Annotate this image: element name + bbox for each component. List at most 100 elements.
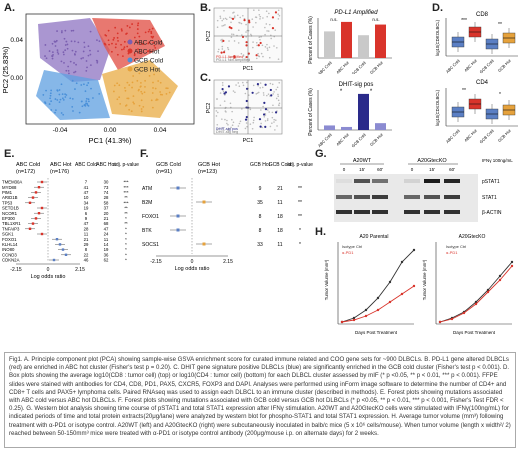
g-timepoint: 15' — [429, 167, 435, 172]
gcb-cold-point — [85, 100, 88, 103]
abc-cold-point — [57, 52, 60, 55]
gcb-hot-point — [133, 102, 135, 105]
g-band-actin-lane — [424, 210, 440, 214]
legend-abc-cold: ABC Cold — [134, 40, 163, 47]
legend-abc-hot-swatch — [127, 48, 133, 54]
c-title: DHIT-sig pos — [339, 82, 374, 88]
gcb-cold-point — [60, 83, 63, 86]
c-highlight-point-bg — [277, 95, 280, 98]
gcb-cold-point — [85, 97, 88, 100]
b-legend-notamp: PD-L1 Not Amplified — [216, 58, 250, 62]
b-highlight-point-bg — [254, 16, 257, 18]
b-highlight-point-bg — [222, 18, 225, 20]
e-cold-count: 34 — [84, 200, 89, 205]
e-gene-label: CCND3 — [2, 252, 17, 257]
h-curves — [340, 248, 514, 324]
gcb-hot-point — [118, 84, 121, 87]
f-gene-label: SOCS1 — [142, 242, 159, 248]
gcb-hot-point — [119, 102, 122, 105]
b-highlight-point-bg — [253, 9, 255, 11]
pca-ylabel: PC2 (25.83%) — [1, 46, 10, 94]
abc-hot-point — [140, 52, 143, 55]
g-ifn-label: IFNγ 100ng/mL — [482, 158, 513, 163]
b-pc2: PC2 — [206, 31, 212, 42]
c-highlight-point-bg — [229, 102, 232, 105]
c-highlight-point-bg — [262, 92, 265, 94]
gcb-hot-point — [140, 108, 143, 110]
b-highlight-point-bg — [259, 18, 261, 20]
gcb-cold-point — [84, 90, 87, 93]
legend-abc-hot: ABC Hot — [134, 49, 159, 56]
gcb-hot-point — [159, 93, 162, 96]
gcb-cold-point — [81, 100, 83, 103]
b-bar-1 — [324, 31, 335, 58]
d-bottom-boxes — [451, 94, 516, 124]
abc-cold-point — [89, 30, 92, 33]
b-highlight-point — [233, 56, 236, 59]
e-cold-count: 28 — [84, 226, 89, 231]
c-highlight-point — [264, 83, 267, 86]
gcb-cold-point — [61, 93, 64, 96]
b-highlight-point-bg — [264, 46, 267, 48]
d-top-sig-1: *** — [461, 18, 467, 24]
gcb-cold-point — [86, 84, 88, 87]
b-highlight-point-bg — [227, 46, 229, 49]
c-highlight-point-bg — [259, 82, 262, 84]
e-gene-label: TP53 — [2, 200, 13, 205]
d-top-label: GCB Hot — [497, 58, 512, 73]
g-band-actin: β-ACTIN — [482, 210, 502, 216]
c-highlight-point — [245, 87, 249, 90]
d-bottom-ylabel: log10(CD4:DLBCL) — [435, 89, 440, 126]
h-left-isotype-line-point — [388, 280, 392, 284]
f-hot-count: 33 — [257, 242, 263, 248]
g-group-2: A20GtecKO — [417, 158, 447, 164]
b-bar-label: ABC Hot — [335, 60, 350, 74]
gcb-hot-point — [126, 97, 129, 100]
b-highlight-point-bg — [239, 16, 242, 19]
e-pval: * — [125, 252, 127, 257]
e-gene-label: ARID1B — [2, 195, 18, 200]
h-right-legend-pd1: α-PD1 — [446, 250, 458, 255]
gcb-hot-point — [141, 92, 144, 95]
b-highlight-point-bg — [217, 48, 220, 51]
h-right-pd1-line-point — [498, 278, 502, 282]
gcb-hot-point — [157, 80, 160, 82]
b-highlight-point-bg — [221, 19, 223, 22]
c-highlight-point-bg — [215, 110, 218, 112]
f-or-point — [176, 228, 180, 232]
d-bottom-sig-1: ** — [462, 88, 466, 94]
e-or-point — [37, 212, 41, 215]
abc-hot-point — [115, 43, 117, 45]
g-band-pstat1-lane — [424, 179, 440, 183]
abc-cold-point — [66, 47, 69, 50]
c-xlabel: PC1 — [243, 138, 254, 144]
b-highlight-point — [228, 26, 231, 29]
e-cold-count: 8 — [85, 247, 88, 252]
b-highlight-point-bg — [277, 13, 280, 15]
c-highlight-point-bg — [257, 84, 259, 87]
pca-points — [42, 22, 171, 116]
b-highlight-point-bg — [252, 46, 254, 49]
c-highlight-point — [251, 91, 254, 94]
pca-ytick-2: 0.00 — [10, 75, 23, 82]
c-highlight-point — [245, 115, 248, 119]
gcb-cold-point — [50, 100, 53, 103]
abc-hot-point — [103, 42, 106, 45]
e-header-right: ABC Hot — [50, 162, 72, 168]
f-xtick-2: 0 — [191, 259, 194, 265]
c-highlight-point-bg — [262, 94, 265, 96]
e-cold-count: 22 — [84, 252, 89, 257]
abc-hot-point — [112, 38, 115, 41]
c-highlight-point-bg — [219, 92, 222, 94]
e-pval: ** — [124, 221, 128, 226]
b-highlight-point — [241, 35, 245, 39]
abc-hot-point — [126, 25, 129, 27]
abc-hot-point — [151, 27, 154, 30]
c-highlight-point-bg — [232, 121, 235, 124]
e-or-point — [61, 248, 65, 251]
gcb-cold-point — [64, 93, 66, 96]
b-highlight-point — [274, 11, 278, 14]
c-highlight-point — [256, 83, 260, 86]
g-band-stat1-lane — [372, 195, 388, 199]
abc-cold-point — [97, 50, 99, 53]
